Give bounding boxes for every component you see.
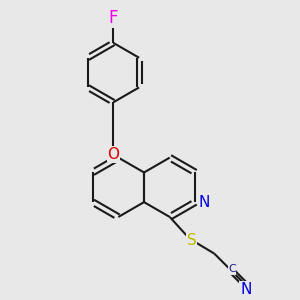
Text: O: O	[107, 147, 119, 162]
Text: F: F	[109, 9, 118, 27]
Text: C: C	[228, 264, 236, 274]
Text: S: S	[187, 233, 196, 248]
Text: N: N	[199, 195, 210, 210]
Text: O: O	[107, 147, 119, 162]
Text: N: N	[240, 282, 252, 297]
